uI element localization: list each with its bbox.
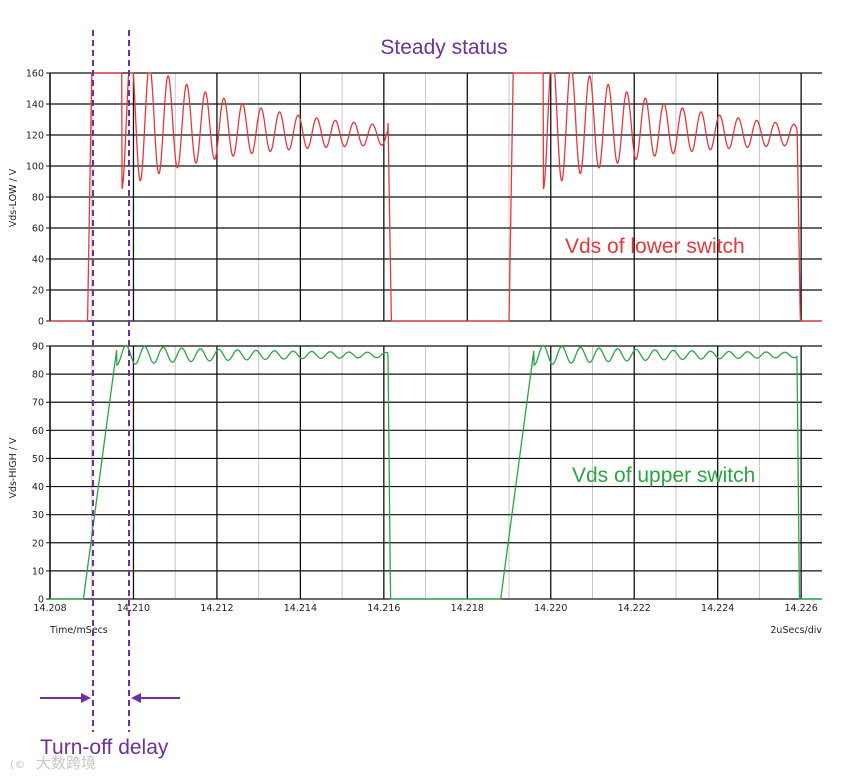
y-tick-label: 80 <box>32 193 44 204</box>
y-tick-label: 80 <box>32 370 44 381</box>
minor-grid <box>91 73 760 599</box>
x-tick-label: 14.220 <box>534 603 567 614</box>
y-tick-label: 20 <box>32 286 44 297</box>
delay-arrow-right <box>131 693 180 703</box>
x-tick-label: 14.216 <box>367 603 400 614</box>
bottom-y-axis-label: Vds-HIGH / V <box>8 437 19 499</box>
turn-off-delay-label: Turn-off delay <box>40 736 169 759</box>
x-tick-label: 14.222 <box>618 603 651 614</box>
x-tick-label: 14.210 <box>117 603 150 614</box>
x-tick-label: 14.224 <box>701 603 734 614</box>
y-tick-label: 40 <box>32 255 44 266</box>
x-scale-note: 2uSecs/div <box>770 625 822 636</box>
bottom-y-tick-labels: 0 10 20 30 40 50 60 70 80 90 <box>32 342 44 606</box>
upper-switch-label: Vds of upper switch <box>572 464 755 487</box>
series-line-vds-high <box>50 344 822 600</box>
y-tick-label: 50 <box>32 454 44 465</box>
y-tick-label: 0 <box>38 595 44 606</box>
y-tick-label: 60 <box>32 224 44 235</box>
y-tick-label: 160 <box>26 69 44 80</box>
y-tick-label: 10 <box>32 566 44 577</box>
x-tick-labels: 14.208 14.210 14.212 14.214 14.216 14.218 14.2… <box>33 603 817 614</box>
x-tick-label: 14.218 <box>451 603 484 614</box>
major-grid <box>46 72 822 600</box>
y-tick-label: 90 <box>32 342 44 353</box>
lower-switch-label: Vds of lower switch <box>565 235 745 258</box>
y-tick-label: 40 <box>32 482 44 493</box>
y-tick-label: 70 <box>32 398 44 409</box>
y-tick-label: 100 <box>26 162 44 173</box>
x-tick-label: 14.226 <box>785 603 818 614</box>
svg-text:(©: (© <box>10 758 25 771</box>
top-y-axis-label: Vds-LOW / V <box>8 168 19 227</box>
x-tick-label: 14.212 <box>200 603 233 614</box>
y-tick-label: 0 <box>38 317 44 328</box>
top-y-tick-labels: 0 20 40 60 80 100 120 140 160 <box>26 69 44 328</box>
delay-arrow-left <box>40 693 91 703</box>
y-tick-label: 120 <box>26 131 44 142</box>
y-tick-label: 30 <box>32 510 44 521</box>
traces <box>50 72 822 600</box>
x-axis-label: Time/mSecs <box>49 625 108 636</box>
chart-title: Steady status <box>380 36 507 59</box>
y-tick-label: 140 <box>26 100 44 111</box>
series-line-vds-low <box>50 72 822 322</box>
x-tick-label: 14.208 <box>33 603 66 614</box>
watermark: (© 大数跨境 <box>10 754 96 772</box>
x-tick-label: 14.214 <box>284 603 317 614</box>
watermark-text: 大数跨境 <box>36 754 96 772</box>
y-tick-label: 20 <box>32 538 44 549</box>
y-tick-label: 60 <box>32 426 44 437</box>
